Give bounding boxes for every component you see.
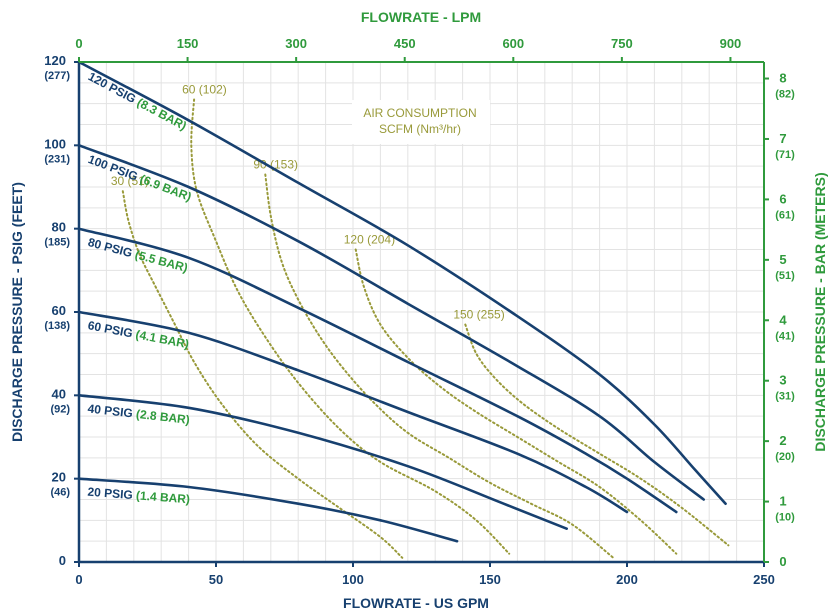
- x-tick-label: 100: [342, 572, 364, 587]
- top-tick-label: 0: [75, 36, 82, 51]
- y-tick-sublabel: (92): [50, 403, 70, 415]
- top-tick-label: 450: [394, 36, 416, 51]
- air-line-label: 60 (102): [182, 83, 227, 97]
- y2-axis-label: DISCHARGE PRESSURE - BAR (METERS): [812, 172, 828, 451]
- y-tick-label: 120: [44, 53, 66, 68]
- air-line-label: 30 (51): [111, 174, 149, 188]
- right-tick-sublabel: (71): [775, 149, 795, 161]
- x-tick-label: 250: [753, 572, 775, 587]
- right-tick-label: 5: [779, 252, 786, 267]
- curve-label-bar: (1.4 BAR): [136, 488, 191, 506]
- air-line-label: 120 (204): [344, 233, 395, 247]
- x-tick-label: 50: [209, 572, 223, 587]
- right-tick-sublabel: (31): [775, 391, 795, 403]
- right-tick-label: 3: [779, 373, 786, 388]
- air-consumption-lines: 30 (51) 60 (102) 90 (153) 120 (204) 150 (255…: [111, 83, 730, 559]
- curve-40-psig: [77, 394, 568, 530]
- right-tick-sublabel: (10): [775, 512, 795, 524]
- air-line-60: [190, 98, 511, 555]
- right-tick-label: 7: [779, 131, 786, 146]
- y-tick-label: 20: [52, 470, 66, 485]
- curve-20-psig: [77, 477, 459, 543]
- curve-label-psig: 40 PSIG: [87, 401, 137, 420]
- air-consumption-units: SCFM (Nm³/hr): [379, 122, 461, 136]
- y-tick-label: 40: [52, 386, 66, 401]
- air-line-150: [464, 323, 730, 547]
- x-tick-label: 150: [479, 572, 501, 587]
- right-tick-label: 4: [779, 312, 787, 327]
- top-tick-label: 750: [611, 36, 633, 51]
- right-tick-label: 0: [779, 554, 786, 569]
- x2-axis-label: FLOWRATE - LPM: [361, 9, 481, 25]
- curve-label-bar: (2.8 BAR): [135, 407, 190, 427]
- x-tick-label: 0: [75, 572, 82, 587]
- air-consumption-title: AIR CONSUMPTION: [363, 106, 476, 120]
- air-line-label: 90 (153): [253, 158, 298, 172]
- curve-120-psig: [77, 60, 727, 505]
- y-tick-sublabel: (185): [44, 237, 70, 249]
- top-tick-label: 150: [177, 36, 199, 51]
- y-tick-label: 100: [44, 136, 66, 151]
- curve-label-psig: 20 PSIG: [87, 485, 137, 503]
- air-consumption-box: [352, 100, 490, 144]
- y-tick-label: 0: [59, 553, 66, 568]
- top-tick-label: 300: [285, 36, 307, 51]
- right-tick-sublabel: (61): [775, 209, 795, 221]
- right-tick-label: 6: [779, 191, 786, 206]
- y-axis-label: DISCHARGE PRESSURE - PSIG (FEET): [9, 182, 25, 442]
- y-tick-label: 80: [52, 220, 66, 235]
- right-tick-sublabel: (20): [775, 451, 795, 463]
- top-tick-label: 600: [502, 36, 524, 51]
- air-line-90: [264, 173, 615, 559]
- air-line-label: 150 (255): [453, 308, 504, 322]
- right-tick-sublabel: (51): [775, 270, 795, 282]
- air-line-30: [121, 190, 404, 559]
- curve-100-psig: [77, 144, 705, 501]
- right-tick-sublabel: (41): [775, 330, 795, 342]
- right-tick-label: 1: [779, 494, 786, 509]
- y-tick-sublabel: (231): [44, 153, 70, 165]
- y-tick-sublabel: (277): [44, 70, 70, 82]
- curve-label: 20 PSIG (1.4 BAR): [87, 485, 190, 507]
- curve-60-psig: [77, 310, 629, 514]
- y-tick-sublabel: (46): [50, 487, 70, 499]
- right-tick-label: 8: [779, 71, 786, 86]
- x-tick-label: 200: [616, 572, 638, 587]
- air-line-120: [354, 248, 678, 555]
- tick-labels: 0 50 100 150 200 250020(46)40(92)60(138)80(18…: [44, 36, 795, 587]
- y-tick-sublabel: (138): [44, 320, 70, 332]
- y-tick-label: 60: [52, 303, 66, 318]
- right-tick-sublabel: (82): [775, 89, 795, 101]
- top-tick-label: 900: [720, 36, 742, 51]
- right-tick-label: 2: [779, 433, 786, 448]
- x-axis-label: FLOWRATE - US GPM: [343, 595, 489, 611]
- curve-label: 40 PSIG (2.8 BAR): [87, 401, 191, 427]
- curve-80-psig: [77, 227, 678, 514]
